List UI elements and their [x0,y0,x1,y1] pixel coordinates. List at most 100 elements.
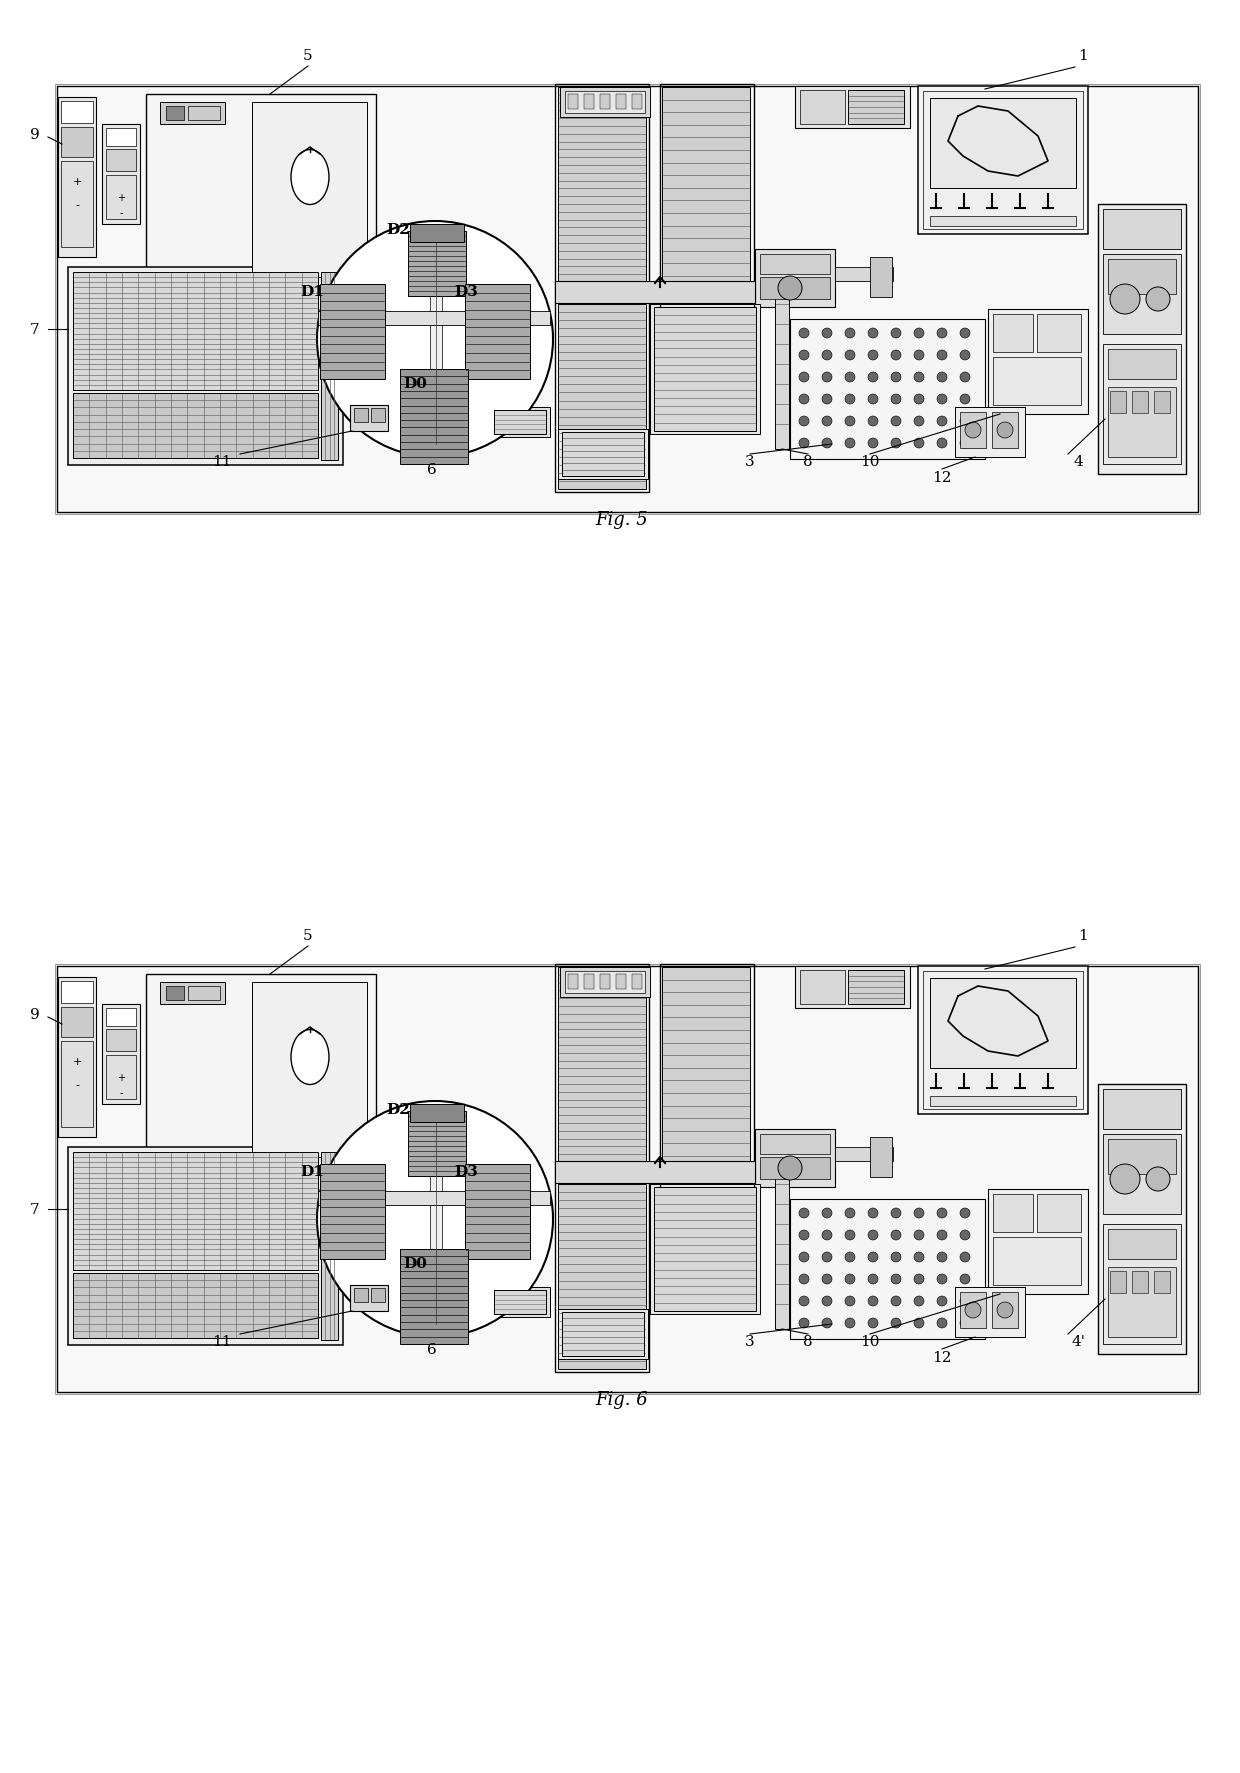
Circle shape [822,1252,832,1262]
Bar [556,85,649,493]
Circle shape [844,1252,856,1262]
Circle shape [892,395,901,404]
Bar [490,1287,551,1317]
Bar [558,89,646,284]
Bar [650,1184,760,1314]
Circle shape [868,438,878,449]
Circle shape [914,417,924,427]
Bar [848,90,904,124]
Circle shape [960,1296,970,1307]
Bar [105,151,136,172]
Bar [408,232,466,296]
Bar [568,96,578,110]
Bar [930,216,1076,227]
Bar [430,1108,441,1328]
Bar [930,99,1076,190]
Bar [166,106,184,121]
Bar [1104,1225,1180,1344]
Circle shape [822,1209,832,1218]
Bar [1109,261,1176,294]
Circle shape [937,328,947,339]
Bar [61,1041,93,1128]
Bar [755,250,835,309]
Text: +: + [72,1057,82,1066]
Text: 6: 6 [427,1342,436,1356]
Circle shape [799,351,808,360]
Bar [401,1250,467,1344]
Bar [993,358,1081,406]
Circle shape [868,1252,878,1262]
Circle shape [937,417,947,427]
Text: 10: 10 [861,454,879,468]
Bar [1097,1085,1185,1355]
Circle shape [914,1296,924,1307]
Bar [1104,255,1180,335]
Circle shape [914,438,924,449]
Bar [988,310,1087,415]
Circle shape [960,438,970,449]
Bar [558,1308,649,1360]
Text: +: + [117,1073,125,1082]
Bar [494,1291,546,1314]
Bar [1097,206,1185,475]
Circle shape [1146,287,1171,312]
Bar [923,92,1083,230]
Bar [57,87,1198,512]
Bar [775,1174,789,1330]
Circle shape [317,1101,553,1337]
Circle shape [844,417,856,427]
Bar [105,1009,136,1027]
Text: 5: 5 [304,929,312,943]
Bar [848,970,904,1005]
Circle shape [960,372,970,383]
Circle shape [799,1275,808,1284]
Bar [558,1184,646,1369]
Circle shape [822,417,832,427]
Circle shape [937,351,947,360]
Circle shape [777,277,802,301]
Circle shape [914,1275,924,1284]
Circle shape [822,1296,832,1307]
Circle shape [960,1275,970,1284]
Circle shape [937,1209,947,1218]
Bar [146,96,376,285]
Bar [930,1096,1076,1106]
Circle shape [317,222,553,457]
Bar [556,282,755,303]
Text: 3: 3 [745,1335,755,1347]
Circle shape [868,417,878,427]
Bar [660,85,754,429]
Circle shape [960,395,970,404]
Bar [565,92,645,113]
Bar [1104,1135,1180,1215]
Circle shape [914,1209,924,1218]
Circle shape [892,328,901,339]
Bar [918,87,1087,234]
Bar [1154,392,1171,413]
Bar [1109,1140,1176,1174]
Circle shape [937,372,947,383]
Bar [1109,1268,1176,1337]
Bar [760,255,830,275]
Circle shape [937,395,947,404]
Bar [760,1158,830,1179]
Circle shape [892,1252,901,1262]
Circle shape [799,1252,808,1262]
Text: -: - [119,1087,123,1097]
Bar [371,410,384,422]
Bar [558,968,646,1163]
Bar [660,965,754,1308]
Text: D0: D0 [403,1257,427,1269]
Circle shape [937,1252,947,1262]
Circle shape [844,351,856,360]
Bar [430,229,441,449]
Bar [558,305,646,489]
Circle shape [822,438,832,449]
Text: D3: D3 [454,285,477,300]
Bar [320,1165,384,1259]
Bar [465,285,529,379]
Bar [870,1136,892,1177]
Bar [992,1293,1018,1328]
Bar [188,106,219,121]
Bar [401,371,467,465]
